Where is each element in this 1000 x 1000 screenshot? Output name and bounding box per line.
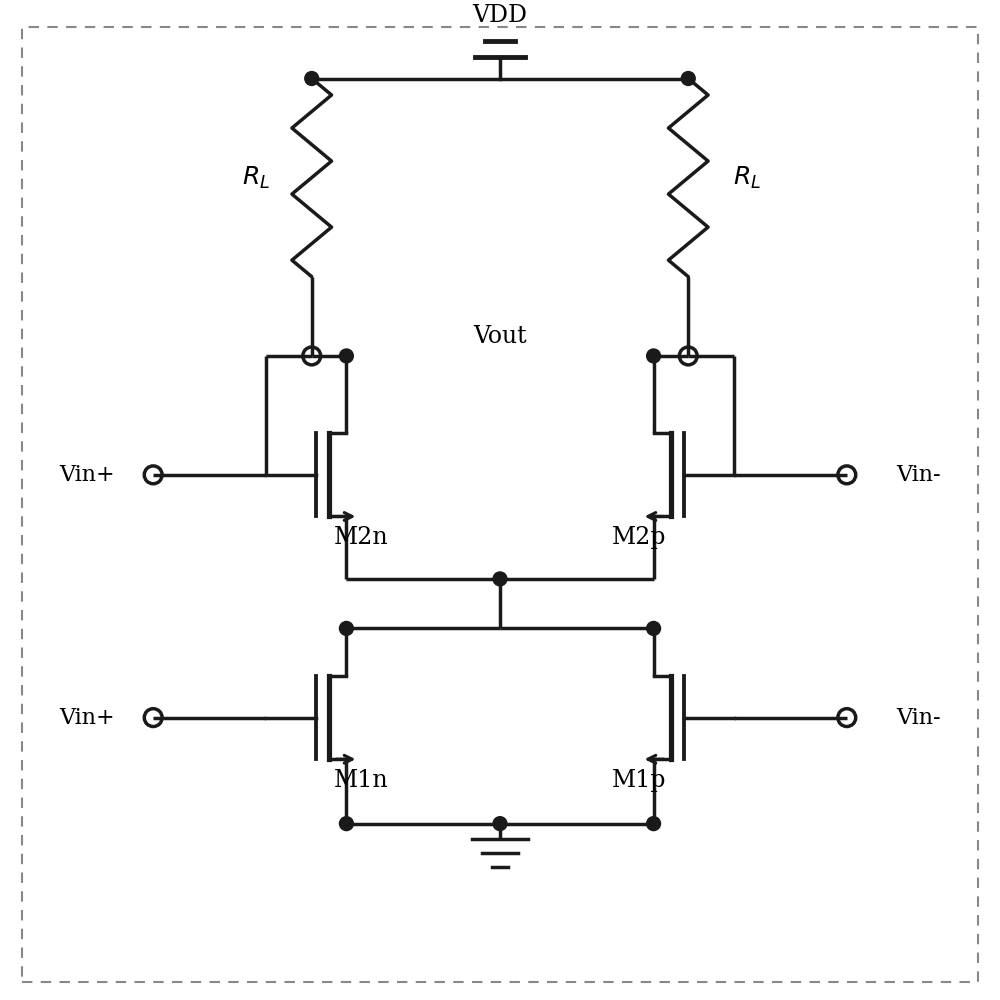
Text: VDD: VDD (473, 4, 528, 27)
Text: Vout: Vout (473, 325, 527, 348)
Circle shape (681, 72, 695, 85)
Circle shape (339, 817, 353, 831)
Circle shape (493, 817, 507, 831)
Text: M1n: M1n (334, 769, 388, 792)
Text: Vin+: Vin+ (59, 464, 115, 486)
Text: $R_L$: $R_L$ (242, 164, 270, 191)
Text: M1p: M1p (612, 769, 666, 792)
Circle shape (339, 621, 353, 635)
Circle shape (647, 817, 661, 831)
Text: Vin-: Vin- (896, 464, 941, 486)
Text: Vin-: Vin- (896, 707, 941, 729)
Text: Vin+: Vin+ (59, 707, 115, 729)
Text: M2n: M2n (334, 526, 388, 549)
Circle shape (493, 572, 507, 586)
Circle shape (305, 72, 319, 85)
Circle shape (339, 349, 353, 363)
Text: M2p: M2p (612, 526, 666, 549)
Text: $R_L$: $R_L$ (733, 164, 761, 191)
Circle shape (647, 621, 661, 635)
Circle shape (647, 349, 661, 363)
